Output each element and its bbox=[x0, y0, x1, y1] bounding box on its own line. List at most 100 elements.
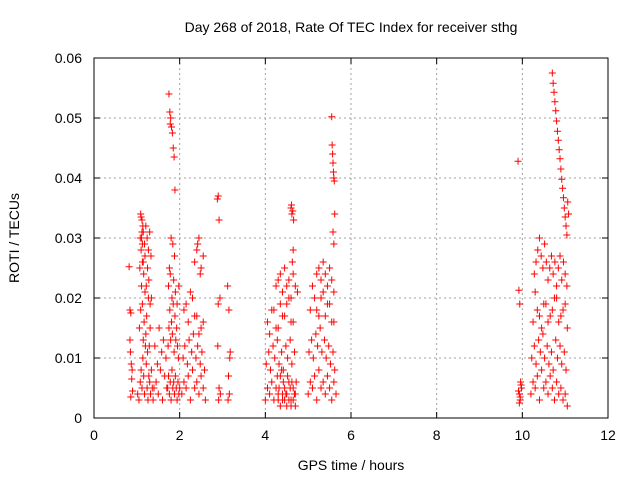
data-point bbox=[535, 396, 543, 404]
data-point bbox=[290, 390, 298, 398]
data-point bbox=[166, 306, 174, 314]
data-point bbox=[168, 318, 176, 326]
data-point bbox=[189, 366, 197, 374]
data-point bbox=[535, 336, 543, 344]
data-point bbox=[127, 360, 135, 368]
data-point bbox=[541, 354, 549, 362]
data-point bbox=[331, 210, 339, 218]
data-point bbox=[139, 336, 147, 344]
data-point bbox=[126, 306, 134, 314]
data-point bbox=[326, 360, 334, 368]
data-point bbox=[552, 107, 560, 115]
data-point bbox=[559, 184, 567, 192]
data-point bbox=[534, 246, 542, 254]
data-point bbox=[306, 378, 314, 386]
data-point bbox=[266, 390, 274, 398]
data-point bbox=[175, 282, 183, 290]
data-point bbox=[544, 390, 552, 398]
data-point bbox=[166, 270, 174, 278]
data-point bbox=[289, 207, 297, 215]
data-point bbox=[182, 300, 190, 308]
data-point bbox=[319, 258, 327, 266]
data-point bbox=[546, 312, 554, 320]
data-point bbox=[514, 387, 522, 395]
data-point bbox=[287, 318, 295, 326]
data-point bbox=[171, 372, 179, 380]
data-point bbox=[147, 366, 155, 374]
data-point bbox=[215, 216, 223, 224]
data-point bbox=[216, 294, 224, 302]
data-point bbox=[328, 141, 336, 149]
data-point bbox=[548, 69, 556, 77]
data-point bbox=[540, 384, 548, 392]
data-point bbox=[188, 348, 196, 356]
data-point bbox=[171, 252, 179, 260]
data-point bbox=[184, 318, 192, 326]
data-point bbox=[145, 276, 153, 284]
data-point bbox=[290, 216, 298, 224]
data-points bbox=[125, 69, 573, 410]
data-point bbox=[151, 342, 159, 350]
data-point bbox=[138, 216, 146, 224]
data-point bbox=[332, 390, 340, 398]
data-point bbox=[184, 372, 192, 380]
data-point bbox=[551, 258, 559, 266]
data-point bbox=[142, 282, 150, 290]
data-point bbox=[322, 354, 330, 362]
data-point bbox=[174, 378, 182, 386]
data-point bbox=[150, 384, 158, 392]
data-point bbox=[216, 390, 224, 398]
data-point bbox=[282, 342, 290, 350]
data-point bbox=[174, 342, 182, 350]
x-tick-label: 10 bbox=[515, 427, 531, 443]
data-point bbox=[170, 153, 178, 161]
data-point bbox=[535, 312, 543, 320]
data-point bbox=[197, 264, 205, 272]
data-point bbox=[198, 348, 206, 356]
data-point bbox=[225, 390, 233, 398]
data-point bbox=[314, 342, 322, 350]
data-point bbox=[270, 306, 278, 314]
data-point bbox=[329, 228, 337, 236]
data-point bbox=[321, 312, 329, 320]
data-point bbox=[144, 246, 152, 254]
data-point bbox=[528, 354, 536, 362]
data-point bbox=[171, 312, 179, 320]
data-point bbox=[557, 312, 565, 320]
data-point bbox=[558, 175, 566, 183]
x-tick-label: 0 bbox=[90, 427, 98, 443]
data-point bbox=[562, 366, 570, 374]
data-point bbox=[271, 354, 279, 362]
x-axis-label: GPS time / hours bbox=[298, 457, 405, 473]
data-point bbox=[515, 399, 523, 407]
data-point bbox=[293, 288, 301, 296]
data-point bbox=[172, 336, 180, 344]
data-point bbox=[194, 240, 202, 248]
data-point bbox=[558, 276, 566, 284]
data-point bbox=[268, 378, 276, 386]
data-point bbox=[275, 384, 283, 392]
data-point bbox=[556, 155, 564, 163]
data-point bbox=[330, 288, 338, 296]
data-point bbox=[328, 113, 336, 121]
data-point bbox=[159, 396, 167, 404]
data-point bbox=[284, 354, 292, 362]
data-point bbox=[139, 222, 147, 230]
data-point bbox=[147, 294, 155, 302]
data-point bbox=[199, 318, 207, 326]
data-point bbox=[274, 396, 282, 404]
data-point bbox=[292, 378, 300, 386]
data-point bbox=[156, 366, 164, 374]
data-point bbox=[165, 90, 173, 98]
data-point bbox=[555, 390, 563, 398]
data-point bbox=[167, 234, 175, 242]
data-point bbox=[137, 246, 145, 254]
data-point bbox=[320, 336, 328, 344]
data-point bbox=[553, 127, 561, 135]
data-point bbox=[330, 318, 338, 326]
data-point bbox=[550, 88, 558, 96]
data-point bbox=[261, 396, 269, 404]
data-point bbox=[549, 79, 557, 87]
data-point bbox=[531, 384, 539, 392]
